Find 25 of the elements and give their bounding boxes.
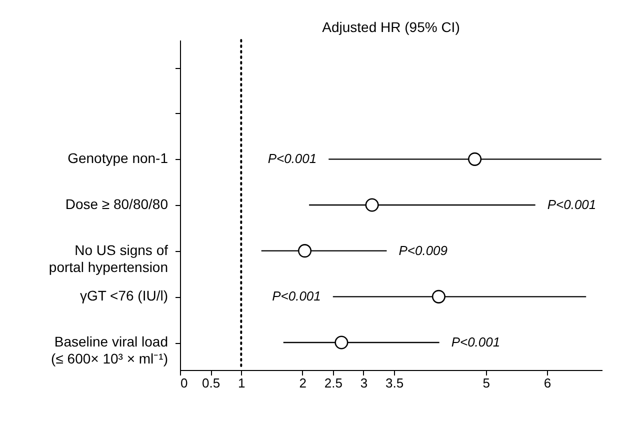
point xyxy=(298,244,312,258)
x-tick-label: 0.5 xyxy=(202,376,220,390)
x-tick-label: 0 xyxy=(180,376,188,390)
y-tick-label: γGT <76 (IU/l) xyxy=(80,288,168,304)
annotation: P<0.001 xyxy=(268,151,317,166)
annotation: P<0.009 xyxy=(398,242,448,258)
y-tick-label: Dose ≥ 80/80/80 xyxy=(65,196,168,212)
y-tick-label: Baseline viral load (≤ 600× 10³ × ml⁻¹) xyxy=(51,334,168,366)
point xyxy=(468,152,482,166)
x-tick-label: 5 xyxy=(482,376,490,390)
annotation: P<0.001 xyxy=(547,197,596,212)
y-tick-label: No US signs of portal hypertension xyxy=(48,242,168,275)
x-tick-label: 3.5 xyxy=(386,376,404,390)
point xyxy=(432,290,446,304)
x-tick-label: 2.5 xyxy=(324,376,342,390)
x-tick-label: 3 xyxy=(360,376,368,390)
annotation: P<0.001 xyxy=(451,334,500,350)
x-tick-label: 2 xyxy=(299,376,306,390)
x-tick-label: 6 xyxy=(544,376,552,390)
point xyxy=(334,336,348,350)
annotation: P<0.001 xyxy=(272,288,321,304)
y-tick-label: Genotype non-1 xyxy=(68,150,168,166)
chart-title: Adjusted HR (95% CI) xyxy=(322,19,460,35)
point xyxy=(365,198,379,212)
x-tick-label: 1 xyxy=(238,376,246,390)
